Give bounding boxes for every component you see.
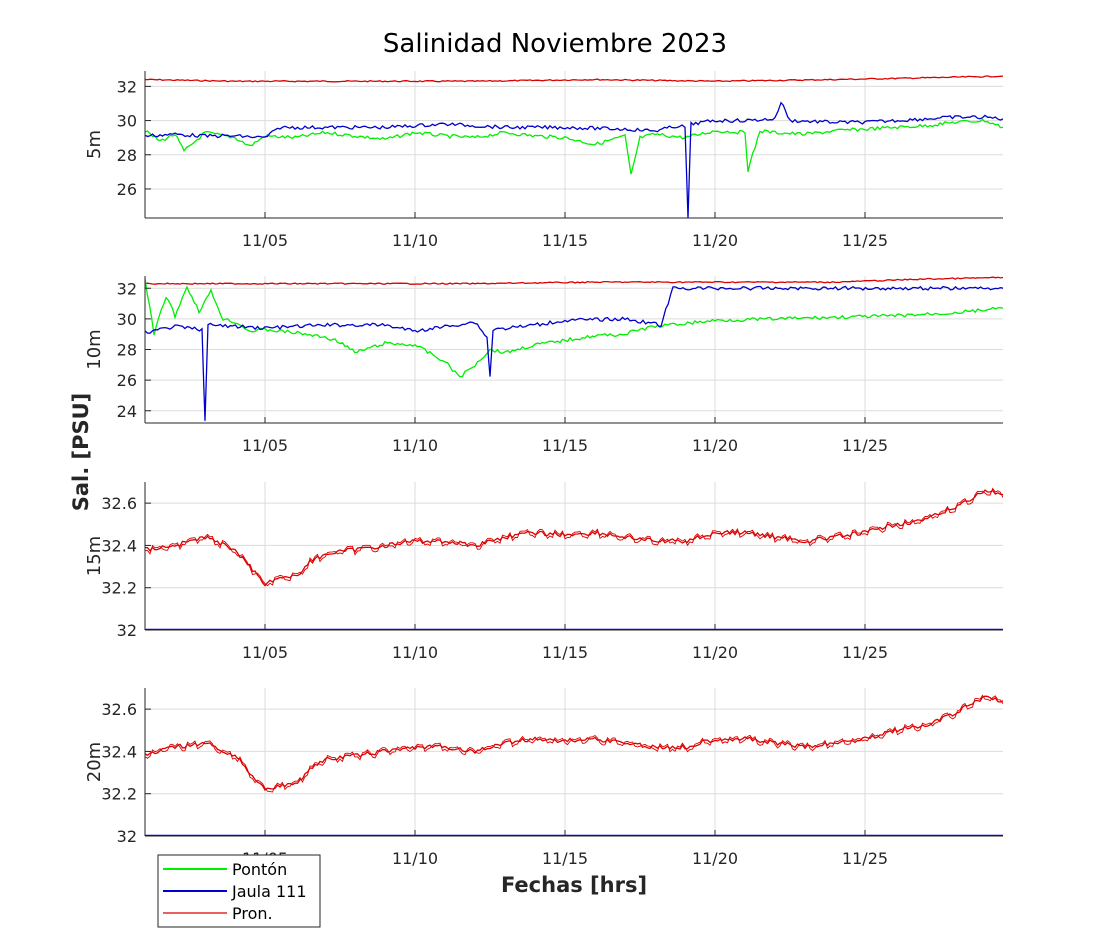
series-line-pron- xyxy=(145,276,1003,285)
y-tick-label: 26 xyxy=(117,180,137,199)
y-tick-label: 32.4 xyxy=(101,742,137,761)
series-line-pron- xyxy=(145,75,1003,83)
x-tick-label: 11/25 xyxy=(842,436,888,455)
x-tick-label: 11/05 xyxy=(242,436,288,455)
legend-label: Pontón xyxy=(232,860,287,879)
panel-15m: 32 32.2 32.4 32.6 11/05 11/10 11/15 11/20 11/25 1… xyxy=(84,482,1003,662)
panel-label: 10m xyxy=(84,329,105,369)
series-line-pron-secondary xyxy=(145,694,1003,793)
legend: Pontón Jaula 111 Pron. xyxy=(157,854,321,928)
series-line-jaula-111 xyxy=(145,285,1003,421)
y-tick-label: 32 xyxy=(117,827,137,846)
x-tick-label: 11/20 xyxy=(692,231,738,250)
panel-10m: 24 26 28 30 32 11/05 11/10 11/15 11/20 11/25 10m xyxy=(84,276,1003,455)
x-tick-label: 11/15 xyxy=(542,643,588,662)
x-tick-label: 11/10 xyxy=(392,643,438,662)
x-tick-label: 11/10 xyxy=(392,231,438,250)
legend-label: Pron. xyxy=(232,904,273,923)
y-tick-label: 32.6 xyxy=(101,700,137,719)
y-tick-label: 30 xyxy=(117,112,137,131)
y-tick-label: 28 xyxy=(117,146,137,165)
x-tick-label: 11/15 xyxy=(542,436,588,455)
panel-label: 15m xyxy=(84,536,105,576)
y-tick-label: 32.2 xyxy=(101,579,137,598)
chart-title: Salinidad Noviembre 2023 xyxy=(383,29,727,59)
x-tick-label: 11/20 xyxy=(692,436,738,455)
y-tick-label: 26 xyxy=(117,371,137,390)
series-line-pont-n xyxy=(145,118,1003,175)
x-tick-label: 11/20 xyxy=(692,849,738,868)
panel-label: 20m xyxy=(84,742,105,782)
x-tick-label: 11/25 xyxy=(842,231,888,250)
panel-label: 5m xyxy=(84,130,105,159)
y-tick-label: 32.6 xyxy=(101,494,137,513)
x-tick-label: 11/25 xyxy=(842,849,888,868)
y-tick-label: 32.2 xyxy=(101,785,137,804)
x-axis-title: Fechas [hrs] xyxy=(501,873,647,897)
series-line-jaula-111 xyxy=(145,101,1003,218)
y-tick-label: 24 xyxy=(117,402,137,421)
series-line-pron- xyxy=(145,695,1003,791)
y-tick-label: 32 xyxy=(117,621,137,640)
y-tick-label: 32 xyxy=(117,77,137,96)
x-tick-label: 11/15 xyxy=(542,849,588,868)
y-tick-label: 32.4 xyxy=(101,536,137,555)
x-tick-label: 11/05 xyxy=(242,231,288,250)
y-tick-label: 30 xyxy=(117,310,137,329)
x-tick-label: 11/10 xyxy=(392,436,438,455)
x-tick-label: 11/05 xyxy=(242,643,288,662)
panel-5m: 26 28 30 32 11/05 11/10 11/15 11/20 11/25 5m xyxy=(84,71,1003,250)
series-line-pron-secondary xyxy=(145,487,1003,587)
y-tick-label: 28 xyxy=(117,341,137,360)
x-tick-label: 11/25 xyxy=(842,643,888,662)
y-axis-title: Sal. [PSU] xyxy=(69,393,93,512)
x-tick-label: 11/15 xyxy=(542,231,588,250)
series-line-pont-n xyxy=(145,278,1003,378)
legend-label: Jaula 111 xyxy=(231,882,307,901)
y-tick-label: 32 xyxy=(117,279,137,298)
series-line-pron- xyxy=(145,489,1003,587)
panel-20m: 3232.232.432.611/0511/1011/1511/2011/252… xyxy=(84,688,1003,868)
x-tick-label: 11/20 xyxy=(692,643,738,662)
x-tick-label: 11/10 xyxy=(392,849,438,868)
